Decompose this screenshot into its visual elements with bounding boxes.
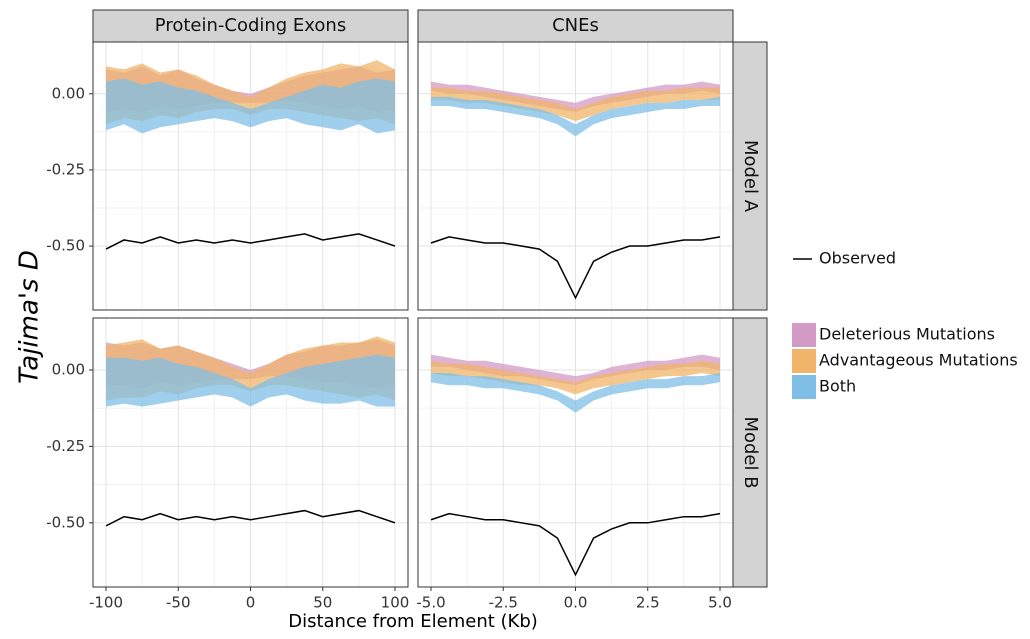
- row-strip: [732, 317, 768, 588]
- y-tick-label: -0.25: [46, 160, 85, 178]
- x-tick-label: 50: [313, 594, 332, 612]
- observed-line: [430, 512, 721, 577]
- panel-border: [417, 41, 734, 311]
- row-strip-label: Model A: [740, 140, 761, 213]
- column-strip: [92, 9, 409, 43]
- observed-line: [105, 233, 396, 250]
- x-tick-label: 2.5: [636, 594, 660, 612]
- y-tick-label: 0.00: [52, 84, 85, 102]
- ribbon: [106, 354, 395, 407]
- legend-swatch: [792, 375, 816, 399]
- x-tick-label: -100: [89, 594, 123, 612]
- column-strip: [417, 9, 734, 43]
- column-strip-label: CNEs: [552, 15, 599, 36]
- panel-border: [417, 317, 734, 588]
- ribbon: [431, 373, 720, 413]
- y-tick-label: -0.50: [46, 513, 85, 531]
- legend-label: Both: [819, 377, 856, 396]
- row-strip: [732, 41, 768, 311]
- x-tick-label: 100: [381, 594, 410, 612]
- ribbon: [431, 81, 720, 113]
- ribbon: [431, 96, 720, 137]
- ribbon: [106, 78, 395, 134]
- legend-label: Deleterious Mutations: [819, 325, 995, 344]
- column-strip-label: Protein-Coding Exons: [155, 15, 346, 36]
- y-axis-title: Tajima's D: [15, 250, 45, 384]
- legend-swatch: [792, 323, 816, 347]
- panel-border: [92, 317, 409, 588]
- observed-line: [430, 236, 721, 300]
- legend-swatch: [792, 349, 816, 373]
- x-axis-title: Distance from Element (Kb): [288, 611, 538, 632]
- ribbon: [431, 87, 720, 122]
- x-tick-label: 0.0: [564, 594, 588, 612]
- legend-label: Observed: [819, 249, 896, 268]
- ribbon: [431, 354, 720, 386]
- ribbon: [431, 360, 720, 395]
- observed-line: [105, 509, 396, 527]
- legend-label: Advantageous Mutations: [819, 351, 1018, 370]
- y-tick-label: -0.25: [46, 437, 85, 455]
- x-tick-label: 5.0: [708, 594, 732, 612]
- x-tick-label: 0: [246, 594, 256, 612]
- panel-border: [92, 41, 409, 311]
- y-tick-label: 0.00: [52, 360, 85, 378]
- x-tick-label: -2.5: [489, 594, 518, 612]
- y-tick-label: -0.50: [46, 237, 85, 255]
- row-strip-label: Model B: [740, 416, 761, 488]
- x-tick-label: -50: [166, 594, 191, 612]
- x-tick-label: -5.0: [416, 594, 445, 612]
